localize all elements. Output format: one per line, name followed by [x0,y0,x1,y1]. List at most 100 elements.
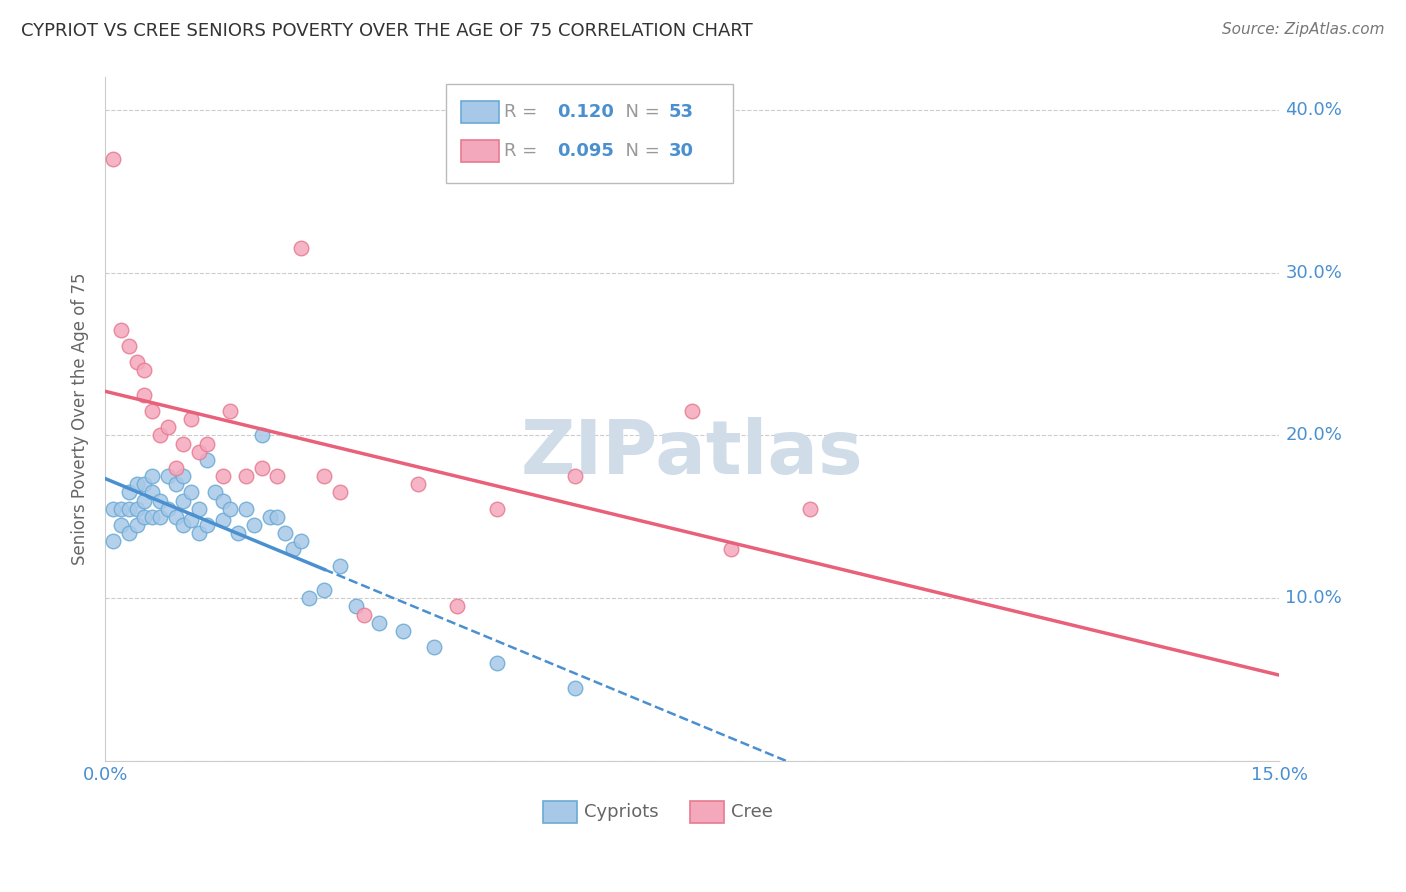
Point [101,534,124,549]
Point [423,640,446,654]
FancyBboxPatch shape [690,801,724,823]
Text: 10.0%: 10.0% [1285,590,1343,607]
Point [195,436,218,450]
Point [118,485,141,500]
Point [720,542,742,557]
Point [219,501,242,516]
Point [250,428,273,442]
Point [173,469,195,483]
Point [110,323,132,337]
Point [141,509,163,524]
Point [485,501,508,516]
Point [173,518,195,533]
FancyBboxPatch shape [461,101,499,122]
Point [281,542,304,557]
Point [141,404,163,418]
Point [195,453,218,467]
Point [156,469,179,483]
Point [259,509,281,524]
Point [188,444,211,458]
Point [134,363,156,377]
Y-axis label: Seniors Poverty Over the Age of 75: Seniors Poverty Over the Age of 75 [72,273,89,566]
Point [219,404,242,418]
Point [353,607,375,622]
Text: Cree: Cree [731,803,773,822]
Point [681,404,703,418]
Point [235,501,257,516]
Text: R =: R = [505,142,544,161]
Point [141,469,163,483]
FancyBboxPatch shape [543,801,578,823]
Point [329,485,352,500]
Point [188,526,211,541]
Point [118,339,141,353]
Point [134,477,156,491]
Point [799,501,821,516]
Text: Source: ZipAtlas.com: Source: ZipAtlas.com [1222,22,1385,37]
Point [165,477,187,491]
Point [118,526,141,541]
Point [141,485,163,500]
Text: N =: N = [613,142,665,161]
Point [156,420,179,434]
Point [173,436,195,450]
Text: Cypriots: Cypriots [585,803,659,822]
Point [226,526,249,541]
Point [125,518,148,533]
Point [110,518,132,533]
Text: 40.0%: 40.0% [1285,101,1343,119]
Text: 0.120: 0.120 [557,103,614,120]
Point [165,461,187,475]
Point [125,477,148,491]
Text: ZIPatlas: ZIPatlas [522,417,863,490]
Point [156,501,179,516]
Point [266,509,288,524]
Point [290,241,312,255]
Point [391,624,413,638]
Point [235,469,257,483]
Point [204,485,226,500]
Point [564,469,586,483]
Point [485,657,508,671]
Text: 20.0%: 20.0% [1285,426,1343,444]
Point [134,493,156,508]
Point [564,681,586,695]
Point [125,355,148,369]
Point [101,501,124,516]
Point [408,477,430,491]
Point [211,469,233,483]
Point [274,526,297,541]
Point [195,518,218,533]
Point [211,513,233,527]
Text: 30: 30 [669,142,693,161]
Point [125,501,148,516]
Point [118,501,141,516]
Point [165,509,187,524]
Text: R =: R = [505,103,544,120]
Point [149,509,172,524]
Point [180,485,202,500]
Point [211,493,233,508]
Point [329,558,352,573]
Point [446,599,468,614]
Point [134,509,156,524]
Text: N =: N = [613,103,665,120]
Point [149,428,172,442]
Point [180,412,202,426]
Point [110,501,132,516]
FancyBboxPatch shape [461,140,499,162]
Point [344,599,367,614]
Text: 53: 53 [669,103,693,120]
Point [149,493,172,508]
Point [368,615,391,630]
Point [314,583,336,598]
Point [290,534,312,549]
Text: CYPRIOT VS CREE SENIORS POVERTY OVER THE AGE OF 75 CORRELATION CHART: CYPRIOT VS CREE SENIORS POVERTY OVER THE… [21,22,752,40]
Point [173,493,195,508]
Point [180,513,202,527]
FancyBboxPatch shape [446,84,734,184]
Text: 30.0%: 30.0% [1285,264,1343,282]
Point [314,469,336,483]
Point [266,469,288,483]
Text: 0.095: 0.095 [557,142,614,161]
